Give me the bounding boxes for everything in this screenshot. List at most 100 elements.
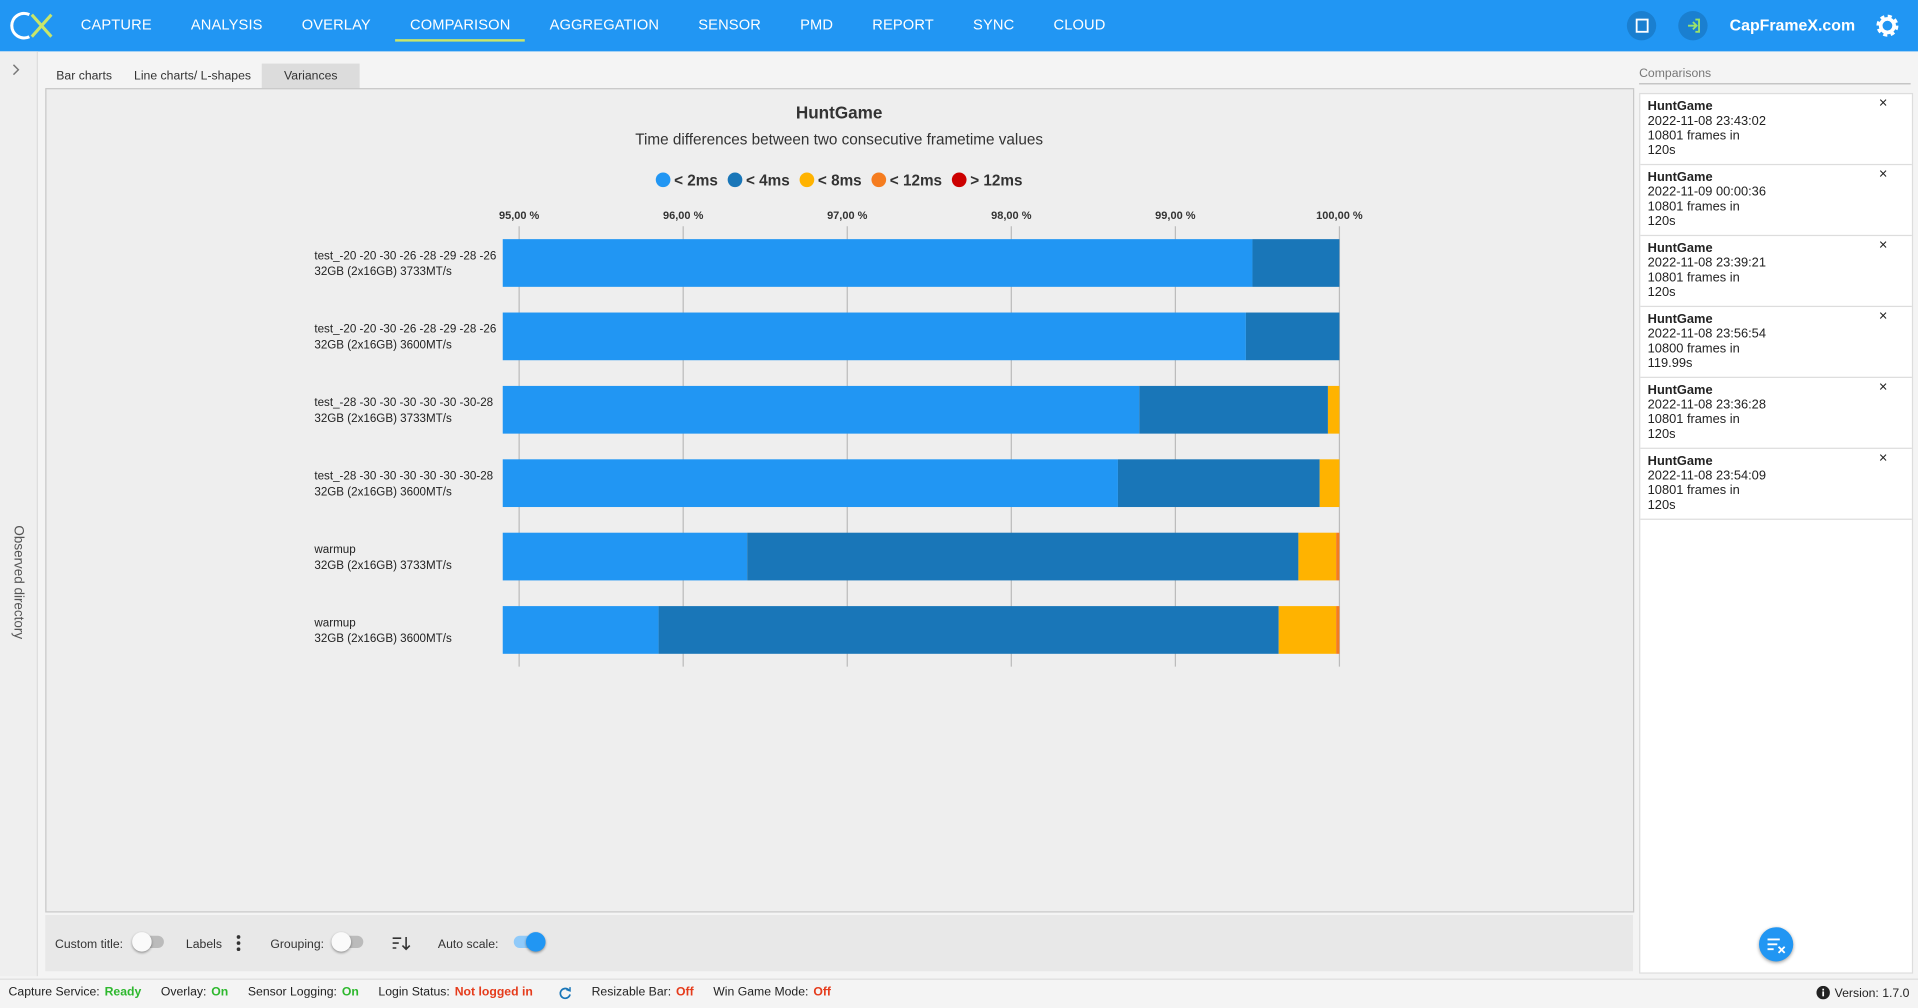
comparison-frames: 10801 frames in 120s [1647, 483, 1740, 513]
comparisons-panel: Comparisons HuntGame 2022-11-08 23:43:02 1… [1639, 64, 1914, 974]
remove-button[interactable]: × [1878, 94, 1888, 112]
comparison-item[interactable]: HuntGame 2022-11-08 23:56:54 10800 frames … [1640, 307, 1912, 378]
site-link[interactable]: CapFrameX.com [1729, 15, 1856, 35]
bar-segment [502, 532, 748, 581]
comparison-frames: 10801 frames in 120s [1647, 270, 1740, 300]
remove-button[interactable]: × [1878, 236, 1888, 254]
legend-label: < 2ms [674, 172, 718, 189]
nav-item[interactable]: PMD [800, 15, 834, 34]
comparison-date: 2022-11-08 23:56:54 [1647, 326, 1766, 342]
comparison-date: 2022-11-08 23:43:02 [1647, 113, 1766, 129]
x-tick-label: 98,00 % [991, 210, 1032, 222]
status-item: Resizable Bar: Off [592, 986, 694, 1001]
x-tick-label: 95,00 % [499, 210, 540, 222]
expand-icon[interactable] [10, 64, 22, 76]
custom-title-label: Custom title: [55, 938, 124, 952]
nav-item[interactable]: ANALYSIS [190, 15, 263, 34]
grouping-toggle[interactable] [331, 932, 364, 952]
nav-item[interactable]: SENSOR [698, 15, 761, 34]
legend-swatch [871, 172, 887, 188]
labels-menu[interactable] [234, 935, 244, 952]
labels-label: Labels [185, 938, 222, 952]
legend-label: < 12ms [890, 172, 942, 189]
top-bar: CAPTURE ANALYSIS OVERLAY COMPARISON AGGREGAT… [0, 0, 1918, 52]
legend-swatch [799, 172, 815, 188]
chart-controls: Custom title: Labels Grouping: Auto scal… [45, 914, 1633, 972]
remove-button[interactable]: × [1878, 165, 1888, 183]
logo [10, 11, 53, 40]
comparison-date: 2022-11-08 23:39:21 [1647, 255, 1766, 271]
status-item: Win Game Mode: Off [713, 986, 831, 1001]
y-tick-label: warmup [313, 616, 355, 629]
legend: < 2ms < 4ms < 8ms < 12ms > 12ms [655, 172, 1022, 189]
sidebar-label: Observed directory [11, 525, 26, 640]
x-tick-label: 97,00 % [827, 210, 868, 222]
status-item: Capture Service: Ready [9, 986, 142, 1001]
comparison-item[interactable]: HuntGame 2022-11-08 23:39:21 10801 frames … [1640, 236, 1912, 308]
settings-button[interactable] [1873, 11, 1902, 40]
sort-button[interactable] [391, 935, 411, 952]
comparison-item[interactable]: HuntGame 2022-11-08 23:54:09 10801 frames … [1640, 449, 1912, 520]
status-label: Win Game Mode: [713, 985, 809, 1000]
comparison-item[interactable]: HuntGame 2022-11-09 00:00:36 10801 frames … [1640, 165, 1912, 237]
login-button[interactable] [1678, 11, 1708, 41]
bar-segment [658, 606, 1279, 654]
tab[interactable]: Line charts/ L-shapes [134, 69, 252, 84]
bar-segment [1327, 385, 1340, 434]
y-tick-label: test_-28 -30 -30 -30 -30 -30 -30-28 [314, 469, 493, 482]
y-tick-label: 32GB (2x16GB) 3733MT/s [314, 559, 452, 572]
comparison-name: HuntGame [1647, 99, 1713, 114]
comparison-name: HuntGame [1647, 453, 1713, 469]
status-value: Ready [104, 985, 142, 1000]
comparison-frames: 10800 frames in 119.99s [1647, 341, 1740, 371]
comparison-item[interactable]: HuntGame 2022-11-08 23:36:28 10801 frames … [1640, 378, 1912, 449]
nav-item[interactable]: CAPTURE [80, 15, 152, 34]
bar-segment [1139, 385, 1328, 434]
status-label: Resizable Bar: [591, 985, 672, 1000]
y-tick-label: 32GB (2x16GB) 3600MT/s [314, 632, 452, 645]
nav-item[interactable]: SYNC [973, 15, 1015, 34]
y-tick-label: 32GB (2x16GB) 3733MT/s [314, 412, 452, 425]
clear-comparisons-button[interactable] [1758, 927, 1794, 962]
auto-scale-toggle[interactable] [513, 932, 546, 952]
bar-segment [502, 385, 1140, 434]
legend-label: < 8ms [818, 172, 862, 189]
refresh-icon[interactable] [557, 986, 572, 1001]
remove-button[interactable]: × [1878, 377, 1888, 396]
bar-segment [747, 532, 1299, 581]
comparison-frames: 10801 frames in 120s [1647, 412, 1740, 442]
bar-segment [1336, 606, 1340, 654]
grouping-label: Grouping: [270, 938, 325, 952]
status-item: Sensor Logging: On [248, 986, 359, 1001]
nav-item[interactable]: OVERLAY [301, 15, 371, 34]
screenshot-button[interactable] [1626, 11, 1657, 41]
comparison-name: HuntGame [1647, 170, 1713, 185]
status-item: Login Status: Not logged in [378, 986, 532, 1001]
nav-item[interactable]: COMPARISON [395, 0, 526, 42]
legend-swatch [655, 172, 671, 188]
tab[interactable]: Variances [262, 63, 360, 90]
comparisons-list: HuntGame 2022-11-08 23:43:02 10801 frames … [1639, 92, 1914, 974]
legend-swatch [951, 172, 967, 188]
bar-segment [1298, 532, 1337, 581]
y-tick-label: 32GB (2x16GB) 3600MT/s [314, 339, 452, 352]
y-tick-label: warmup [313, 543, 355, 556]
comparisons-title: Comparisons [1639, 67, 1911, 85]
nav-item[interactable]: CLOUD [1053, 15, 1106, 34]
custom-title-toggle[interactable] [132, 932, 164, 952]
chart-title: HuntGame [796, 104, 883, 123]
status-value: On [211, 985, 229, 1000]
comparison-name: HuntGame [1647, 382, 1713, 398]
y-tick-label: test_-20 -20 -30 -26 -28 -29 -28 -26 [314, 323, 496, 336]
bar-segment [1278, 606, 1337, 654]
nav-item[interactable]: REPORT [872, 15, 934, 34]
comparison-name: HuntGame [1647, 311, 1713, 327]
remove-button[interactable]: × [1878, 448, 1888, 467]
tab[interactable]: Bar charts [56, 69, 113, 84]
nav-item[interactable]: AGGREGATION [549, 15, 660, 34]
legend-label: < 4ms [746, 172, 790, 189]
comparison-item[interactable]: HuntGame 2022-11-08 23:43:02 10801 frames … [1640, 94, 1912, 166]
remove-button[interactable]: × [1878, 307, 1888, 325]
